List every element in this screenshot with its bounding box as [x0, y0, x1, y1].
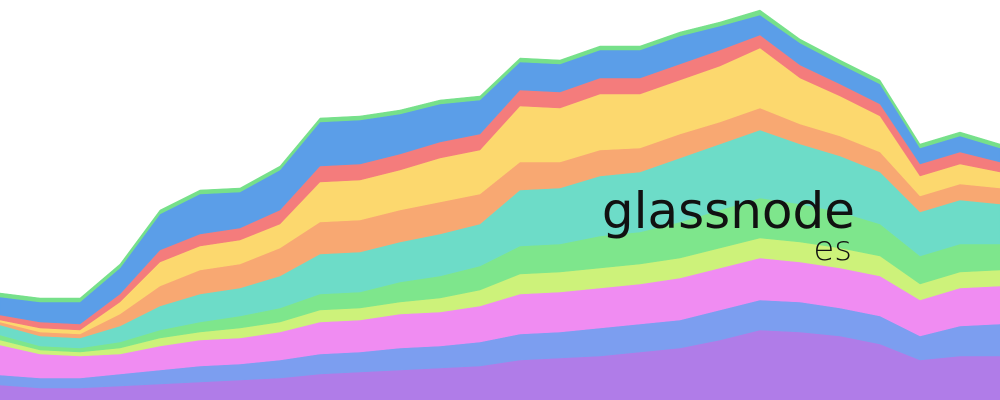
watermark: glassnode	[602, 182, 855, 240]
areas	[0, 9, 1000, 400]
area	[0, 9, 1000, 303]
watermark-sub: es	[813, 229, 852, 269]
